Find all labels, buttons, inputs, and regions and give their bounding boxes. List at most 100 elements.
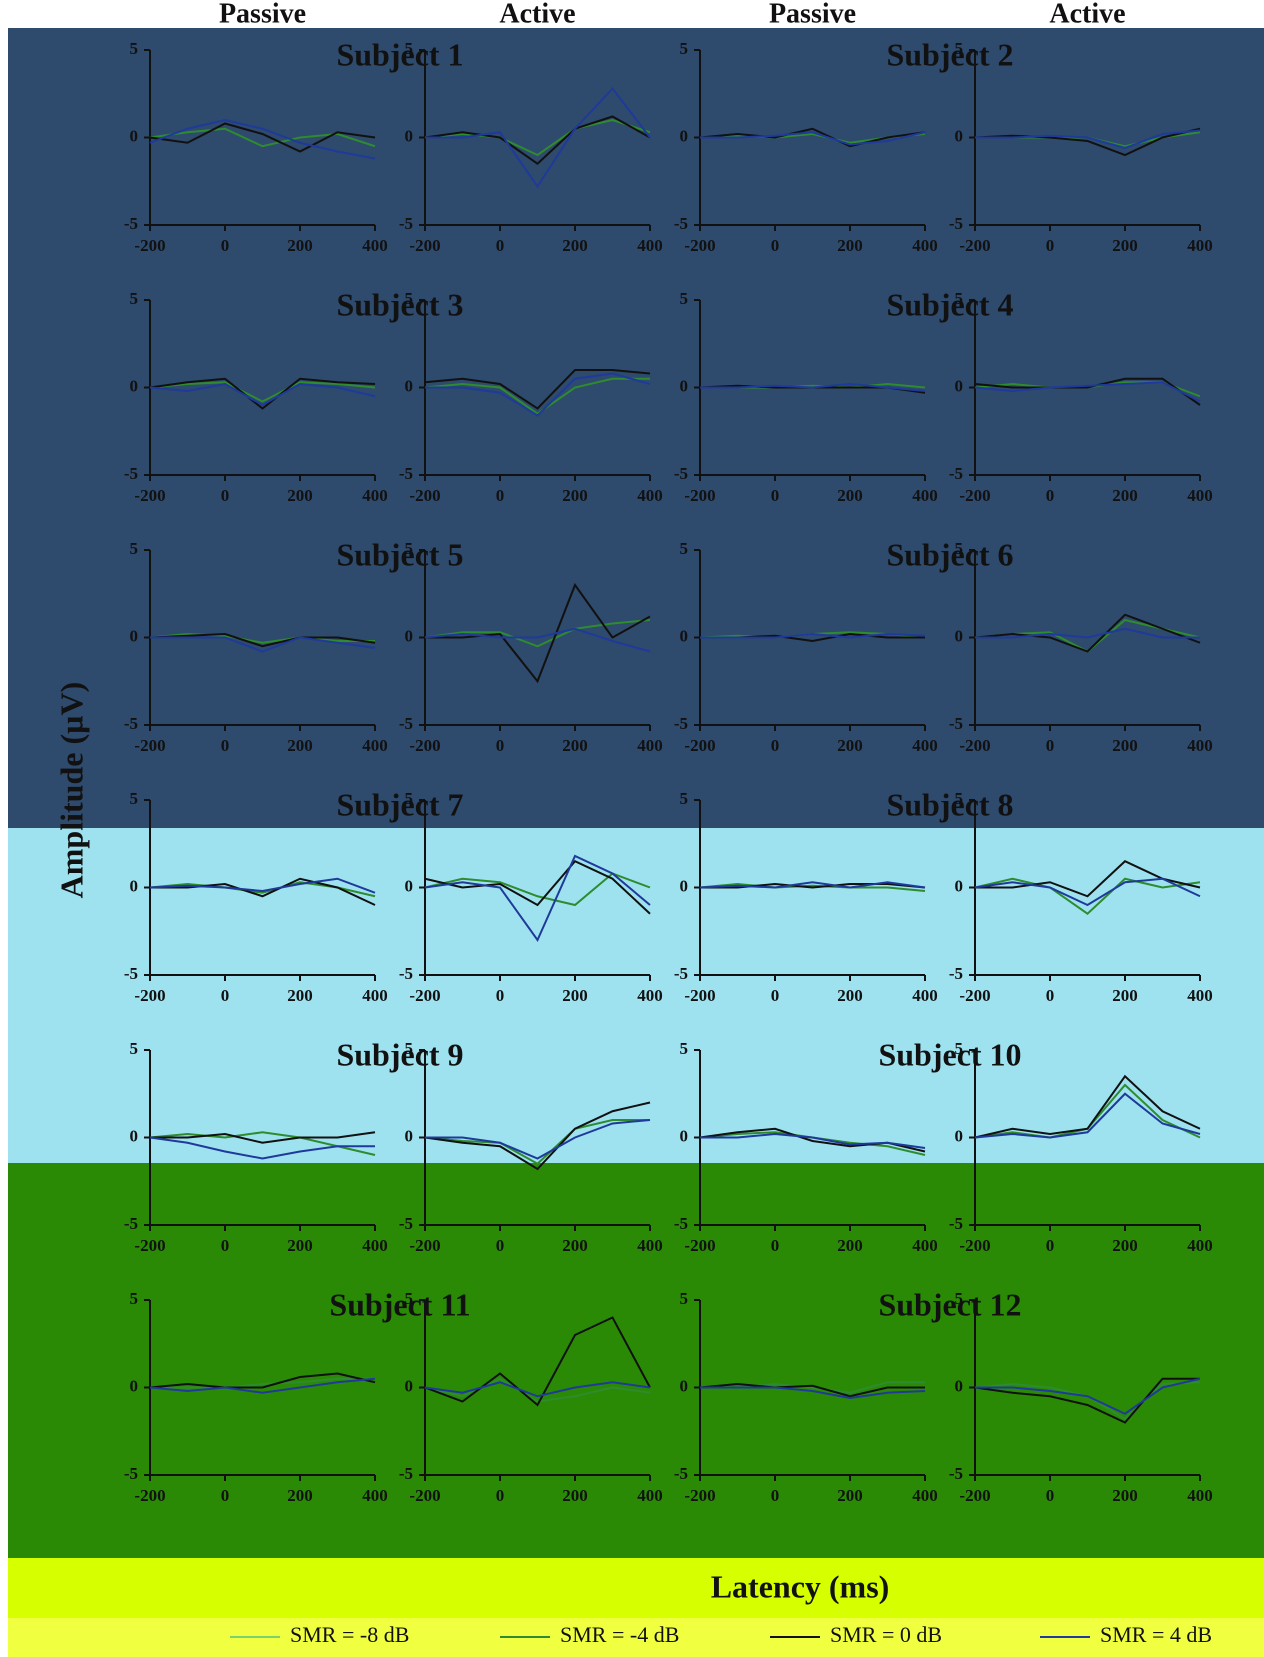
x-tick-label: 200: [1112, 1236, 1138, 1255]
y-tick-label: 0: [405, 376, 414, 395]
waveform: [424, 1377, 651, 1403]
subject-title: Subject 5: [336, 536, 463, 572]
y-axis-label: Amplitude (µV): [53, 682, 89, 899]
y-tick-label: 5: [405, 789, 414, 808]
x-tick-label: -200: [134, 1486, 165, 1505]
subject-title: Subject 12: [878, 1286, 1021, 1322]
y-tick-label: -5: [399, 464, 413, 483]
waveform: [149, 632, 375, 644]
x-tick-label: 200: [837, 486, 863, 505]
x-tick-label: 200: [837, 236, 863, 255]
waveform: [974, 1092, 1201, 1139]
x-tick-label: 0: [1046, 1486, 1055, 1505]
x-tick-label: -200: [684, 736, 715, 755]
x-tick-label: 0: [771, 236, 780, 255]
y-tick-label: 5: [405, 289, 414, 308]
x-tick-label: 200: [1112, 1486, 1138, 1505]
x-tick-label: 0: [221, 736, 230, 755]
waveform: [424, 619, 651, 648]
y-tick-label: 5: [405, 1289, 414, 1308]
waveform: [149, 1136, 375, 1160]
y-tick-label: -5: [949, 714, 963, 733]
waveform: [424, 627, 651, 653]
waveform: [974, 1377, 1200, 1424]
x-tick-label: 0: [496, 736, 505, 755]
y-tick-label: -5: [124, 1214, 138, 1233]
waveform: [424, 854, 651, 943]
waveform: [975, 627, 1200, 639]
x-tick-label: 0: [496, 1236, 505, 1255]
waveform: [974, 377, 1201, 406]
x-tick-label: 0: [1046, 236, 1055, 255]
y-tick-label: -5: [124, 714, 138, 733]
x-tick-label: 400: [637, 986, 663, 1005]
waveform: [424, 377, 650, 415]
waveform: [149, 381, 376, 403]
y-tick-label: 5: [680, 789, 689, 808]
y-tick-label: 5: [955, 1289, 964, 1308]
waveform: [699, 882, 926, 892]
waveform: [974, 613, 1201, 653]
y-tick-label: -5: [674, 1464, 688, 1483]
y-tick-label: 5: [405, 539, 414, 558]
x-tick-label: 400: [362, 236, 388, 255]
subject-title: Subject 1: [336, 36, 463, 72]
y-tick-label: 5: [680, 539, 689, 558]
x-tick-label: -200: [409, 486, 440, 505]
x-tick-label: 200: [1112, 236, 1138, 255]
legend-label: SMR = -4 dB: [560, 1622, 679, 1647]
waveform: [425, 1119, 651, 1160]
y-tick-label: 5: [955, 539, 964, 558]
waveform: [700, 1132, 926, 1149]
legend-label: SMR = 0 dB: [830, 1622, 942, 1647]
x-tick-label: 400: [912, 986, 938, 1005]
x-tick-label: -200: [134, 736, 165, 755]
x-tick-label: -200: [684, 236, 715, 255]
y-tick-label: -5: [674, 1214, 688, 1233]
subject-title: Subject 2: [886, 36, 1013, 72]
waveform: [150, 1131, 376, 1144]
x-tick-label: 200: [1112, 736, 1138, 755]
x-tick-label: 400: [362, 986, 388, 1005]
y-tick-label: 0: [130, 876, 139, 895]
subject-title: Subject 11: [329, 1286, 470, 1322]
x-axis-label: Latency (ms): [711, 1568, 890, 1604]
x-tick-label: 400: [912, 486, 938, 505]
x-tick-label: -200: [959, 1486, 990, 1505]
y-tick-label: 0: [680, 376, 689, 395]
y-tick-label: -5: [674, 714, 688, 733]
y-tick-label: 5: [130, 539, 139, 558]
x-tick-label: 0: [1046, 486, 1055, 505]
y-tick-label: 5: [130, 1289, 139, 1308]
y-tick-label: -5: [399, 214, 413, 233]
waveform: [975, 1377, 1201, 1415]
x-tick-label: 400: [912, 736, 938, 755]
waveform: [975, 129, 1201, 150]
y-tick-label: -5: [674, 964, 688, 983]
waveform: [699, 127, 926, 148]
x-tick-label: 200: [837, 736, 863, 755]
x-tick-label: 200: [562, 736, 588, 755]
x-tick-label: 400: [1187, 736, 1213, 755]
y-tick-label: -5: [399, 1464, 413, 1483]
waveform: [424, 1101, 651, 1171]
x-tick-label: -200: [959, 1236, 990, 1255]
waveform: [700, 882, 926, 889]
x-tick-label: 0: [771, 986, 780, 1005]
waveform: [974, 877, 1201, 907]
waveform: [424, 1381, 651, 1398]
y-tick-label: 0: [955, 376, 964, 395]
x-tick-label: 400: [637, 736, 663, 755]
x-tick-label: 400: [362, 486, 388, 505]
x-tick-label: -200: [134, 486, 165, 505]
y-tick-label: -5: [124, 964, 138, 983]
y-tick-label: 0: [680, 876, 689, 895]
waveform: [149, 122, 376, 153]
x-tick-label: -200: [134, 236, 165, 255]
y-tick-label: -5: [949, 1214, 963, 1233]
y-tick-label: 5: [680, 1289, 689, 1308]
x-tick-label: 0: [496, 236, 505, 255]
y-tick-label: 5: [130, 789, 139, 808]
x-tick-label: 400: [362, 736, 388, 755]
